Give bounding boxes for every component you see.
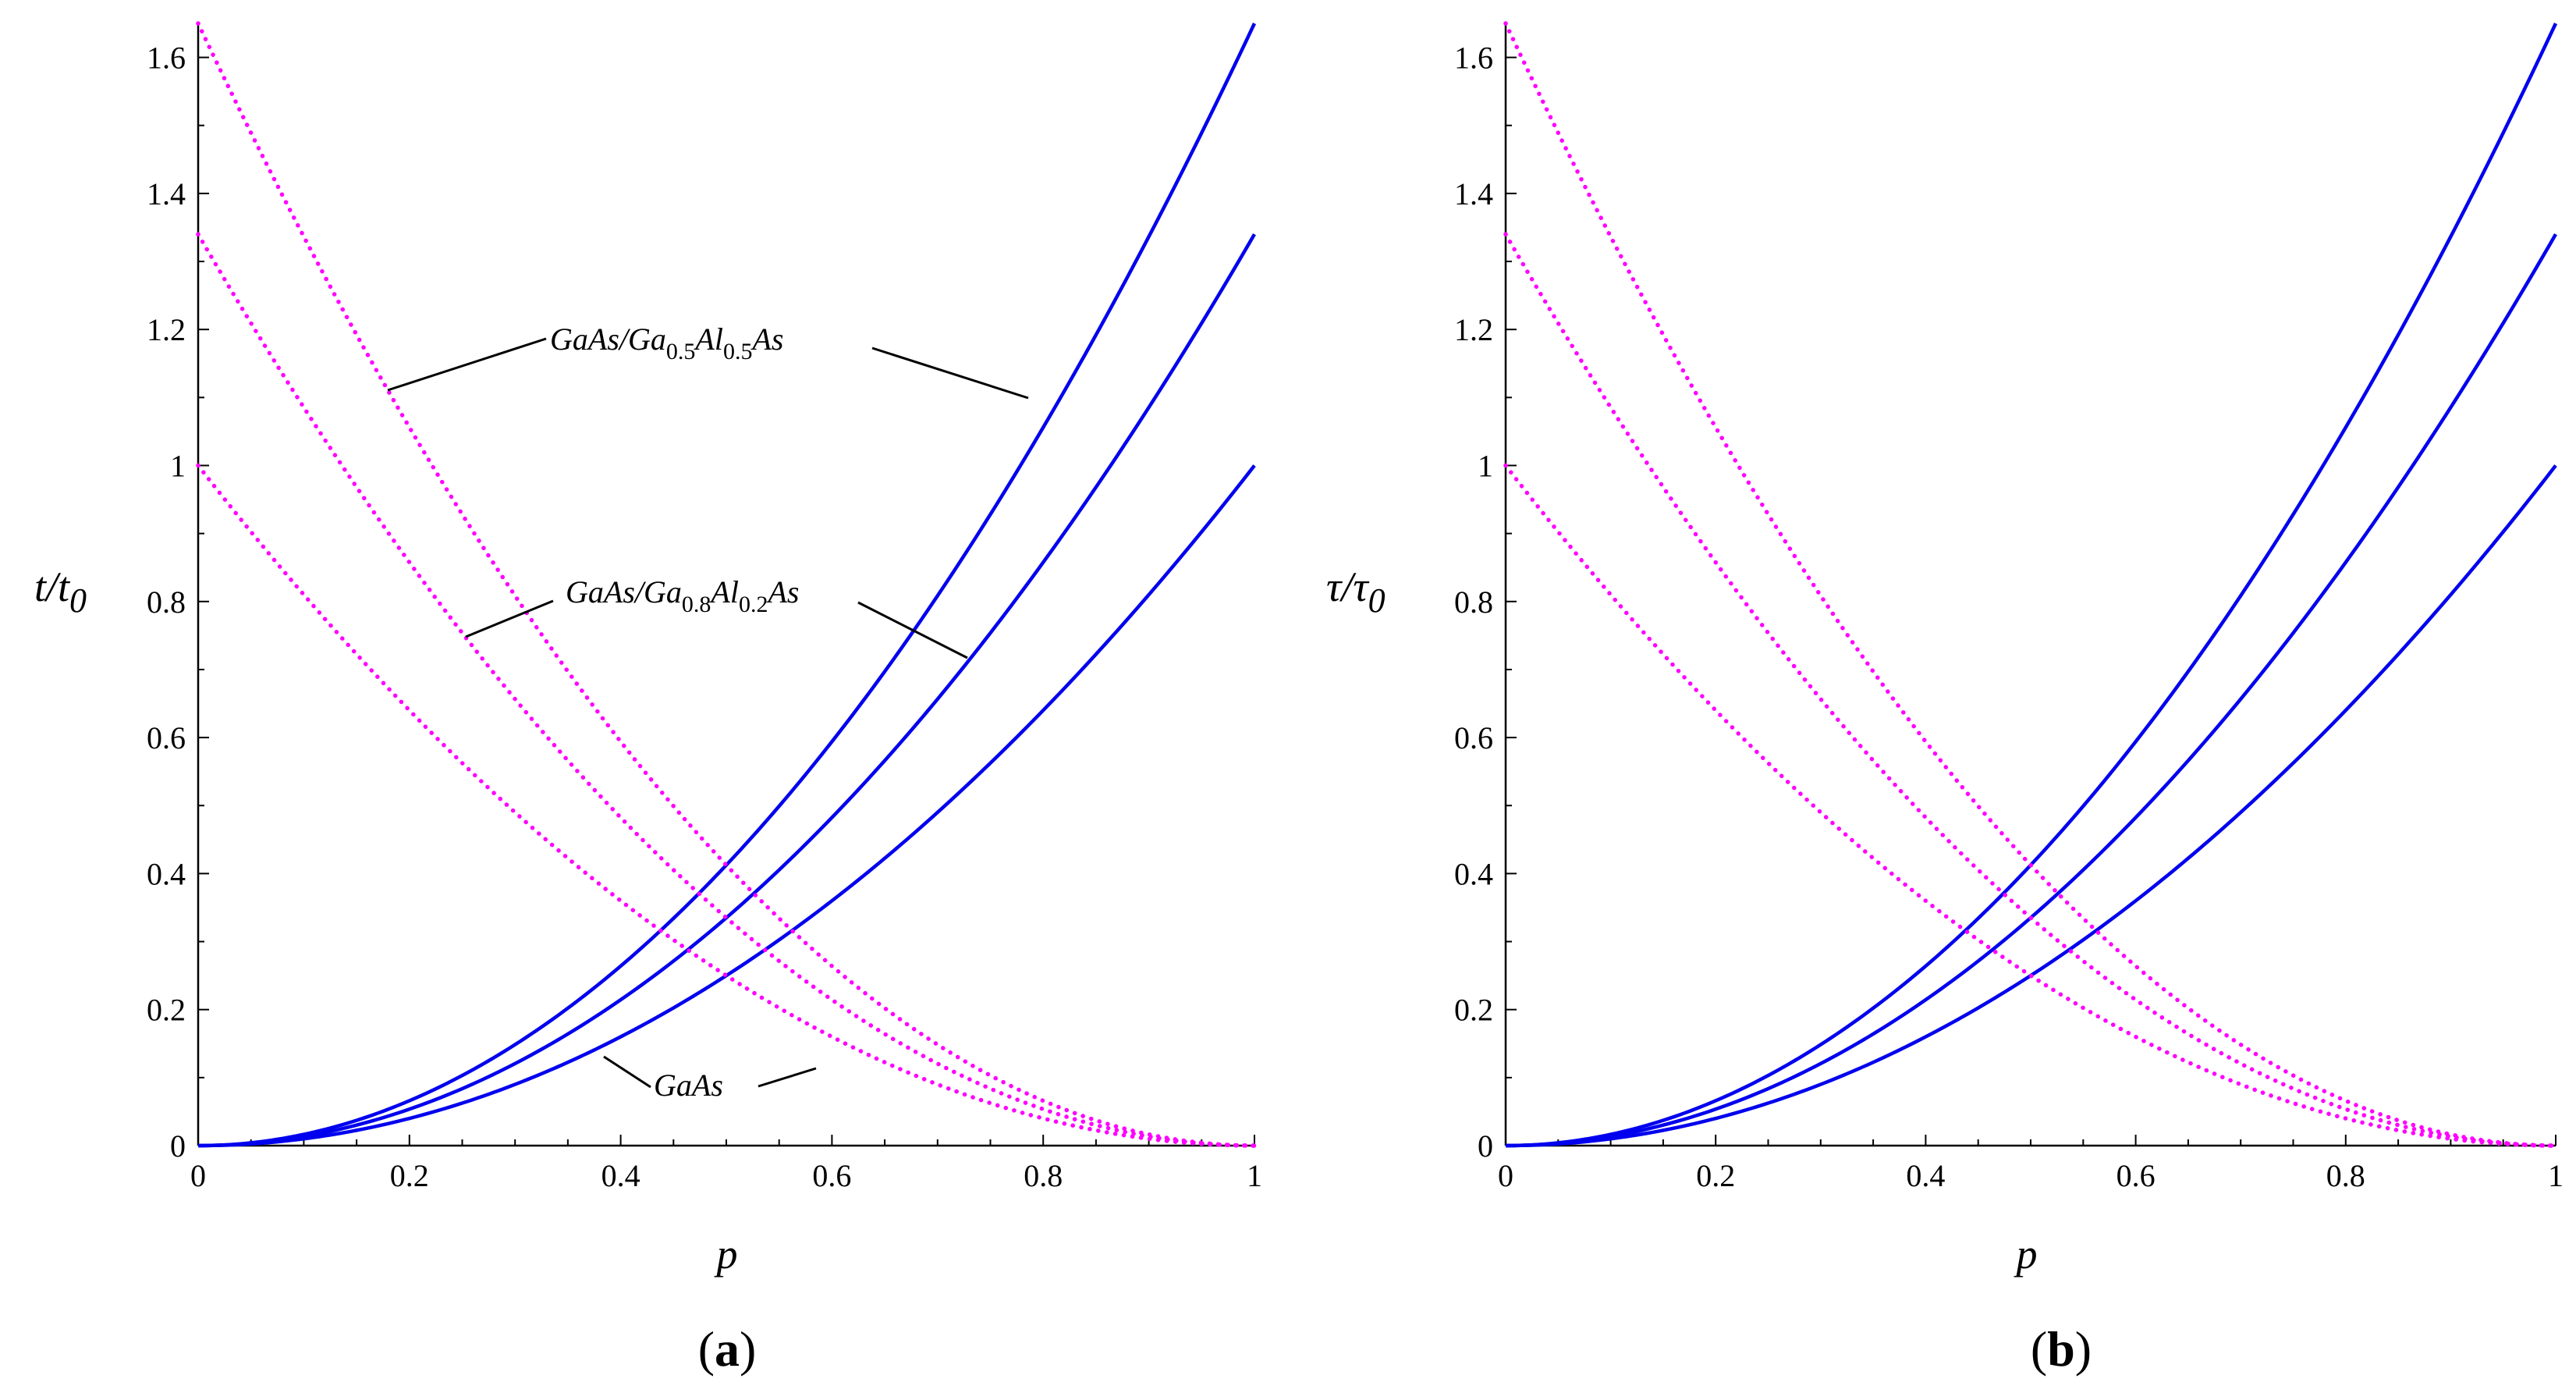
- y-tick-label: 1.4: [147, 176, 186, 211]
- dotted-series-line: [1503, 21, 2558, 1148]
- y-tick-label: 0: [1478, 1128, 1493, 1164]
- dotted-series-line: [196, 21, 1257, 1148]
- x-tick-label: 0: [190, 1158, 206, 1193]
- x-tick-label: 0.8: [1024, 1158, 1063, 1193]
- y-tick-label: 0.8: [147, 585, 186, 620]
- panel-a: 0 0.2 0.4 0.6 0.8 1 0 0.2 0.4 0.6 0.8 1 1.2 1.4 1.6 p t/…: [34, 21, 1262, 1377]
- y-tick-label: 1.4: [1454, 176, 1493, 211]
- x-tick-label: 1: [1247, 1158, 1262, 1193]
- y-tick-label: 0.6: [147, 720, 186, 755]
- x-tick-label: 1: [2548, 1158, 2564, 1193]
- x-tick-label: 0.6: [2117, 1158, 2156, 1193]
- y-axis-label-subscript: 0: [1368, 581, 1386, 620]
- annotation-label: GaAs: [654, 1068, 723, 1103]
- annotation-leader-line: [857, 601, 968, 659]
- y-tick-label: 0.4: [147, 856, 186, 891]
- y-axis-label: t/t0: [34, 563, 87, 620]
- solid-series-line: [1505, 464, 2557, 1148]
- annotation-leader-line: [465, 599, 554, 638]
- dotted-series-line: [1503, 232, 2558, 1148]
- y-tick-label: 1.2: [1454, 312, 1493, 347]
- annotation-label: GaAs/Ga0.5Al0.5As: [550, 322, 783, 364]
- solid-series-line: [197, 464, 1256, 1148]
- x-axis-label: p: [714, 1231, 738, 1278]
- x-axis-label: p: [2014, 1231, 2038, 1278]
- y-axis-label-main: τ/τ: [1326, 563, 1369, 610]
- x-tick-label: 0.4: [601, 1158, 640, 1193]
- x-tick-label: 0.8: [2326, 1158, 2365, 1193]
- solid-series-line: [1505, 233, 2557, 1148]
- x-tick-label: 0.2: [390, 1158, 429, 1193]
- y-axis-label-subscript: 0: [69, 581, 87, 620]
- y-tick-label: 1.2: [147, 312, 186, 347]
- annotation-leader-line: [871, 346, 1029, 400]
- x-tick-label: 0.6: [812, 1158, 851, 1193]
- x-tick-label: 0.4: [1906, 1158, 1945, 1193]
- y-tick-label: 1.6: [1454, 41, 1493, 76]
- solid-series-line: [197, 233, 1256, 1148]
- annotation-leader-line: [603, 1055, 651, 1089]
- x-tick-label: 0: [1498, 1158, 1513, 1193]
- y-tick-label: 1: [1478, 448, 1493, 483]
- y-tick-label: 0.8: [1454, 585, 1493, 620]
- y-axis-label-main: t/t: [34, 563, 71, 610]
- annotation-label: GaAs/Ga0.8Al0.2As: [566, 574, 799, 617]
- y-tick-label: 0.6: [1454, 720, 1493, 755]
- y-tick-label: 0.4: [1454, 856, 1493, 891]
- annotation-leader-line: [758, 1067, 817, 1088]
- y-tick-label: 0.2: [1454, 993, 1493, 1028]
- y-tick-label: 0.2: [147, 993, 186, 1028]
- x-tick-label: 0.2: [1696, 1158, 1735, 1193]
- dotted-series-line: [196, 463, 1257, 1148]
- y-tick-label: 1.6: [147, 41, 186, 76]
- y-tick-label: 1: [170, 448, 186, 483]
- y-tick-label: 0: [170, 1128, 186, 1164]
- dotted-series-line: [196, 232, 1257, 1148]
- dotted-series-line: [1503, 463, 2558, 1148]
- y-axis-label: τ/τ0: [1326, 563, 1386, 620]
- panel-label: (b): [2031, 1321, 2092, 1377]
- annotation-leader-line: [387, 337, 547, 392]
- panel-label: (a): [698, 1321, 757, 1377]
- panel-b: 0 0.2 0.4 0.6 0.8 1 0 0.2 0.4 0.6 0.8 1 1.2 1.4 1.6 p τ/…: [1326, 21, 2564, 1377]
